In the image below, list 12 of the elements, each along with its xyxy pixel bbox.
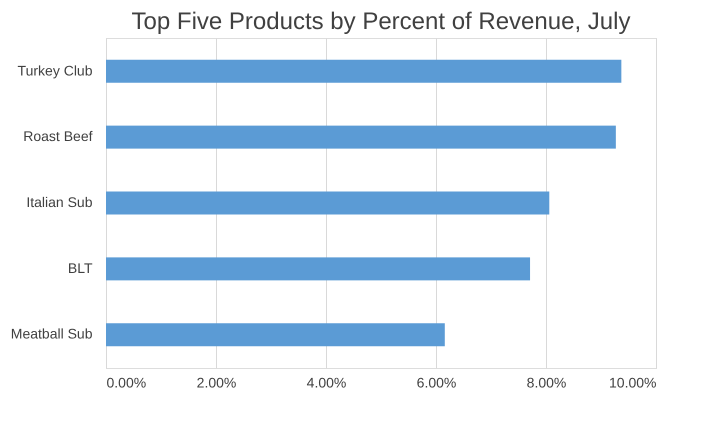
y-tick-label: Turkey Club	[18, 62, 93, 78]
x-tick-label: 10.00%	[609, 374, 656, 390]
y-tick-label: Meatball Sub	[10, 326, 93, 342]
x-tick-label: 2.00%	[196, 374, 236, 390]
y-tick-label: BLT	[68, 260, 93, 276]
x-tick-label: 6.00%	[416, 374, 456, 390]
x-tick-label: 4.00%	[306, 374, 346, 390]
chart-title: Top Five Products by Percent of Revenue, July	[132, 8, 630, 35]
x-tick-label: 0.00%	[106, 374, 146, 390]
y-tick-label: Roast Beef	[23, 128, 93, 144]
y-tick-label: Italian Sub	[26, 194, 93, 210]
x-tick-label: 8.00%	[526, 374, 566, 390]
